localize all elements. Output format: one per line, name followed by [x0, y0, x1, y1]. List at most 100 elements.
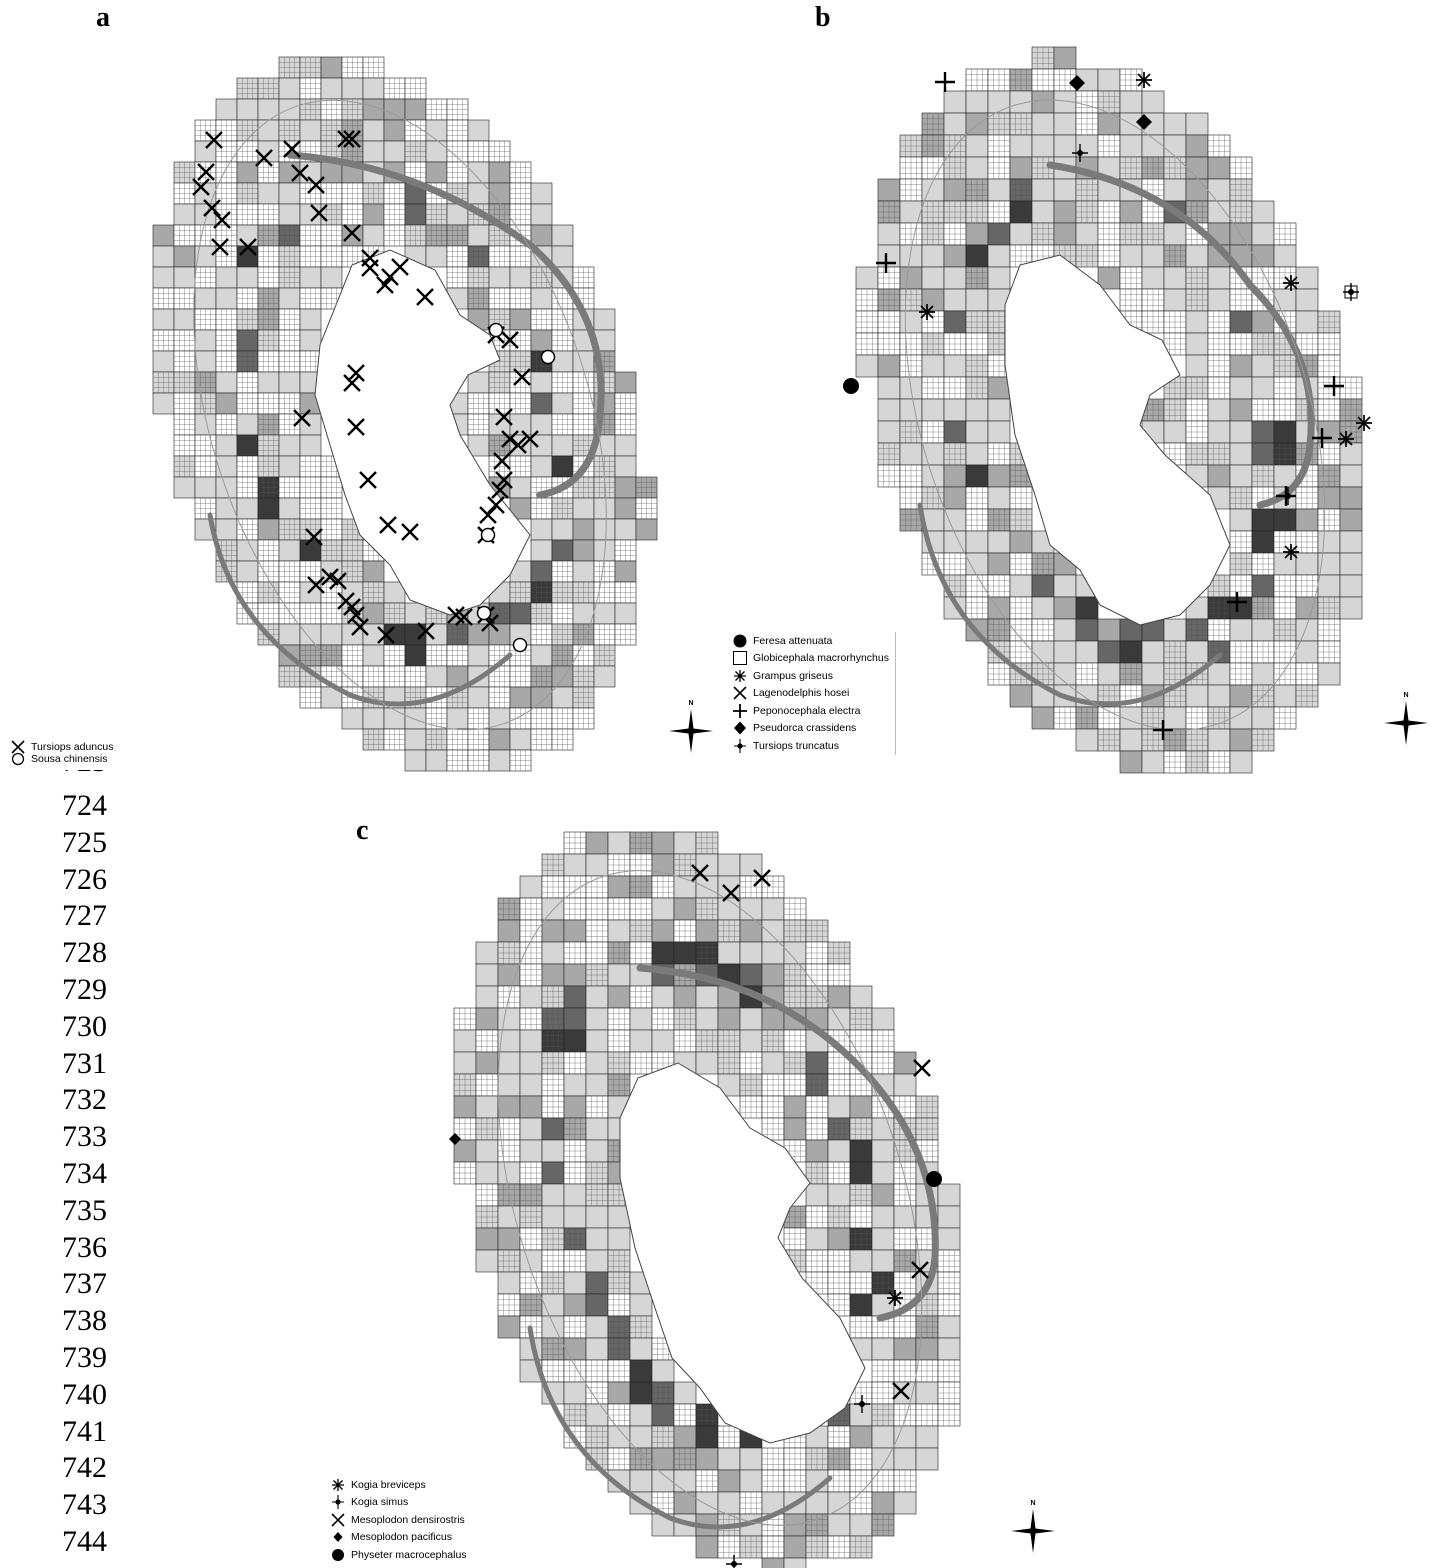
- grid-cell: [362, 140, 385, 163]
- legend-item: Grampus griseus: [732, 667, 889, 685]
- grid-cell: [805, 1227, 829, 1251]
- grid-cell: [551, 224, 574, 247]
- grid-cell: [257, 119, 280, 142]
- grid-cell: [915, 1425, 939, 1449]
- grid-cell: [871, 1205, 895, 1229]
- grid-cell: [965, 90, 989, 114]
- grid-cell: [362, 203, 385, 226]
- grid-cell: [673, 897, 697, 921]
- x-mark-icon: [487, 496, 505, 514]
- grid-cell: [1251, 530, 1275, 554]
- grid-cell: [943, 244, 967, 268]
- grid-cell: [425, 119, 448, 142]
- panel-label-b: b: [815, 2, 831, 33]
- grid-cell: [893, 1491, 917, 1515]
- grid-cell: [404, 98, 427, 121]
- grid-cell: [320, 161, 343, 184]
- grid-cell: [1317, 530, 1341, 554]
- grid-cell: [1229, 376, 1253, 400]
- grid-cell: [635, 518, 658, 541]
- grid-cell: [1207, 178, 1231, 202]
- grid-cell: [530, 329, 553, 352]
- north-arrow-a: N: [668, 700, 714, 753]
- legend-item: Kogia breviceps: [330, 1476, 467, 1494]
- x-mark-icon: [239, 238, 257, 256]
- grid-cell: [1185, 112, 1209, 136]
- grid-cell: [1009, 134, 1033, 158]
- grid-cell: [1119, 728, 1143, 752]
- grid-cell: [362, 707, 385, 730]
- grid-cell: [530, 434, 553, 457]
- grid-cell: [943, 310, 967, 334]
- grid-cell: [871, 1227, 895, 1251]
- atoll-lagoon-island: [619, 1062, 866, 1444]
- plus-icon: [1153, 720, 1173, 740]
- grid-cell: [607, 963, 631, 987]
- asterisk-icon: [1283, 275, 1299, 291]
- grid-cell: [257, 497, 280, 520]
- grid-cell: [943, 288, 967, 312]
- grid-cell: [717, 1447, 741, 1471]
- x-mark-icon: [722, 884, 740, 902]
- grid-cell: [937, 1227, 961, 1251]
- grid-cell: [152, 392, 175, 415]
- grid-cell: [899, 266, 923, 290]
- grid-cell: [215, 476, 238, 499]
- filled-circle-icon: [733, 634, 747, 648]
- grid-cell: [215, 518, 238, 541]
- grid-cell: [541, 1139, 565, 1163]
- grid-cell: [519, 1117, 543, 1141]
- grid-cell: [541, 1161, 565, 1185]
- grid-cell: [425, 665, 448, 688]
- grid-cell: [299, 266, 322, 289]
- grid-cell: [497, 1095, 521, 1119]
- grid-cell: [488, 161, 511, 184]
- grid-cell: [551, 434, 574, 457]
- grid-cell: [1053, 200, 1077, 224]
- grid-cell: [475, 985, 499, 1009]
- grid-cell: [215, 266, 238, 289]
- grid-cell: [299, 119, 322, 142]
- grid-cell: [320, 56, 343, 79]
- depth-contour: [497, 870, 923, 1526]
- grid-cell: [1185, 310, 1209, 334]
- grid-cell: [551, 665, 574, 688]
- grid-cell: [987, 464, 1011, 488]
- grid-cell: [1317, 662, 1341, 686]
- grid-cell: [1163, 288, 1187, 312]
- legend-label: Feresa attenuata: [753, 634, 833, 647]
- filled-diamond-icon: [1069, 75, 1085, 91]
- grid-cell: [1251, 244, 1275, 268]
- grid-cell: [236, 539, 259, 562]
- grid-cell: [1251, 706, 1275, 730]
- x-mark-icon: [491, 481, 509, 499]
- grid-cell: [673, 831, 697, 855]
- grid-cell: [629, 1359, 653, 1383]
- line-number: 737: [62, 1267, 107, 1301]
- grid-cell: [1009, 156, 1033, 180]
- grid-cell: [585, 1293, 609, 1317]
- grid-cell: [1207, 684, 1231, 708]
- grid-cell: [551, 245, 574, 268]
- line-number: 742: [62, 1451, 107, 1485]
- line-number: 723: [62, 770, 142, 788]
- grid-cell: [467, 686, 490, 709]
- grid-cell: [563, 1095, 587, 1119]
- grid-cell: [761, 1051, 785, 1075]
- grid-cell: [572, 560, 595, 583]
- grid-cell: [1229, 618, 1253, 642]
- grid-cell: [943, 178, 967, 202]
- grid-cell: [585, 1249, 609, 1273]
- legend-item: Tursiops aduncus: [10, 738, 114, 756]
- grid-cell: [509, 602, 532, 625]
- grid-cell: [404, 602, 427, 625]
- grid-cell: [593, 665, 616, 688]
- grid-cell: [739, 963, 763, 987]
- grid-cell: [404, 203, 427, 226]
- x-mark-icon: [310, 204, 328, 222]
- grid-cell: [1207, 266, 1231, 290]
- line-number: 727: [62, 899, 107, 933]
- grid-cell: [871, 1425, 895, 1449]
- grid-cell: [629, 1029, 653, 1053]
- grid-cell: [572, 497, 595, 520]
